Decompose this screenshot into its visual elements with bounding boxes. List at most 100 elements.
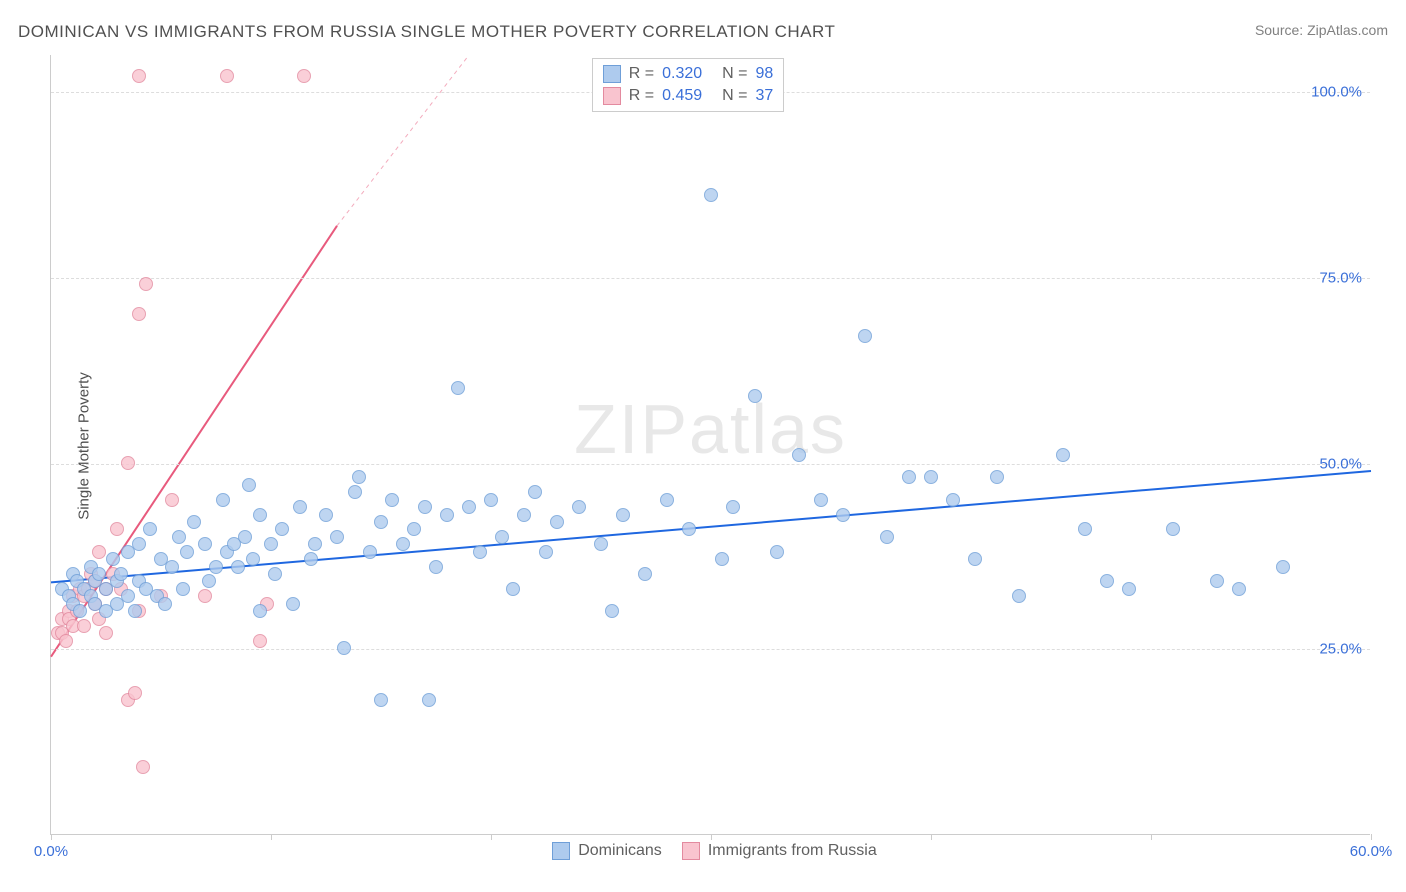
data-point — [128, 686, 142, 700]
data-point — [330, 530, 344, 544]
data-point — [682, 522, 696, 536]
data-point — [253, 634, 267, 648]
data-point — [92, 545, 106, 559]
data-point — [352, 470, 366, 484]
stat-n-value: 37 — [756, 87, 774, 105]
data-point — [132, 537, 146, 551]
data-point — [99, 626, 113, 640]
data-point — [293, 500, 307, 514]
data-point — [121, 456, 135, 470]
data-point — [1122, 582, 1136, 596]
data-point — [209, 560, 223, 574]
data-point — [198, 589, 212, 603]
stats-row: R =0.320N =98 — [603, 63, 774, 85]
data-point — [319, 508, 333, 522]
legend-item: Dominicans — [552, 842, 662, 860]
x-tick — [51, 834, 52, 840]
y-tick-label: 75.0% — [1319, 269, 1362, 286]
data-point — [770, 545, 784, 559]
data-point — [858, 329, 872, 343]
data-point — [308, 537, 322, 551]
data-point — [374, 515, 388, 529]
data-point — [143, 522, 157, 536]
data-point — [238, 530, 252, 544]
legend-swatch — [603, 65, 621, 83]
data-point — [128, 604, 142, 618]
gridline — [51, 649, 1370, 650]
stats-legend: R =0.320N =98R =0.459N =37 — [592, 58, 785, 112]
data-point — [198, 537, 212, 551]
legend-swatch — [682, 842, 700, 860]
data-point — [880, 530, 894, 544]
legend-item: Immigrants from Russia — [682, 842, 877, 860]
data-point — [73, 604, 87, 618]
data-point — [1166, 522, 1180, 536]
data-point — [106, 552, 120, 566]
data-point — [59, 634, 73, 648]
data-point — [176, 582, 190, 596]
data-point — [1210, 574, 1224, 588]
source-attribution: Source: ZipAtlas.com — [1255, 22, 1388, 38]
bottom-legend: Dominicans Immigrants from Russia — [552, 842, 877, 860]
stat-r-label: R = — [629, 65, 654, 83]
data-point — [605, 604, 619, 618]
data-point — [638, 567, 652, 581]
x-tick-label: 60.0% — [1350, 843, 1393, 860]
data-point — [946, 493, 960, 507]
data-point — [297, 69, 311, 83]
legend-swatch — [552, 842, 570, 860]
data-point — [902, 470, 916, 484]
gridline — [51, 464, 1370, 465]
data-point — [462, 500, 476, 514]
x-tick — [271, 834, 272, 840]
trend-line-dash — [337, 55, 469, 226]
data-point — [1276, 560, 1290, 574]
data-point — [1078, 522, 1092, 536]
x-tick-label: 0.0% — [34, 843, 68, 860]
data-point — [594, 537, 608, 551]
stats-row: R =0.459N =37 — [603, 85, 774, 107]
x-tick — [1151, 834, 1152, 840]
data-point — [246, 552, 260, 566]
data-point — [172, 530, 186, 544]
data-point — [202, 574, 216, 588]
y-tick-label: 25.0% — [1319, 641, 1362, 658]
stat-n-label: N = — [722, 65, 747, 83]
data-point — [836, 508, 850, 522]
data-point — [704, 188, 718, 202]
data-point — [539, 545, 553, 559]
data-point — [572, 500, 586, 514]
data-point — [110, 522, 124, 536]
data-point — [550, 515, 564, 529]
data-point — [924, 470, 938, 484]
chart-title: DOMINICAN VS IMMIGRANTS FROM RUSSIA SING… — [18, 22, 835, 42]
data-point — [77, 619, 91, 633]
data-point — [1012, 589, 1026, 603]
data-point — [220, 69, 234, 83]
data-point — [396, 537, 410, 551]
legend-label: Dominicans — [578, 842, 662, 860]
y-tick-label: 50.0% — [1319, 455, 1362, 472]
data-point — [337, 641, 351, 655]
data-point — [304, 552, 318, 566]
data-point — [158, 597, 172, 611]
data-point — [139, 277, 153, 291]
stat-r-label: R = — [629, 87, 654, 105]
data-point — [792, 448, 806, 462]
data-point — [253, 604, 267, 618]
data-point — [473, 545, 487, 559]
data-point — [275, 522, 289, 536]
data-point — [1100, 574, 1114, 588]
data-point — [132, 307, 146, 321]
data-point — [348, 485, 362, 499]
data-point — [990, 470, 1004, 484]
scatter-plot: ZIPatlas 25.0%50.0%75.0%100.0%0.0%60.0%R… — [50, 55, 1370, 835]
data-point — [440, 508, 454, 522]
gridline — [51, 278, 1370, 279]
data-point — [268, 567, 282, 581]
trend-lines — [51, 55, 1370, 834]
data-point — [660, 493, 674, 507]
data-point — [92, 567, 106, 581]
data-point — [451, 381, 465, 395]
data-point — [264, 537, 278, 551]
